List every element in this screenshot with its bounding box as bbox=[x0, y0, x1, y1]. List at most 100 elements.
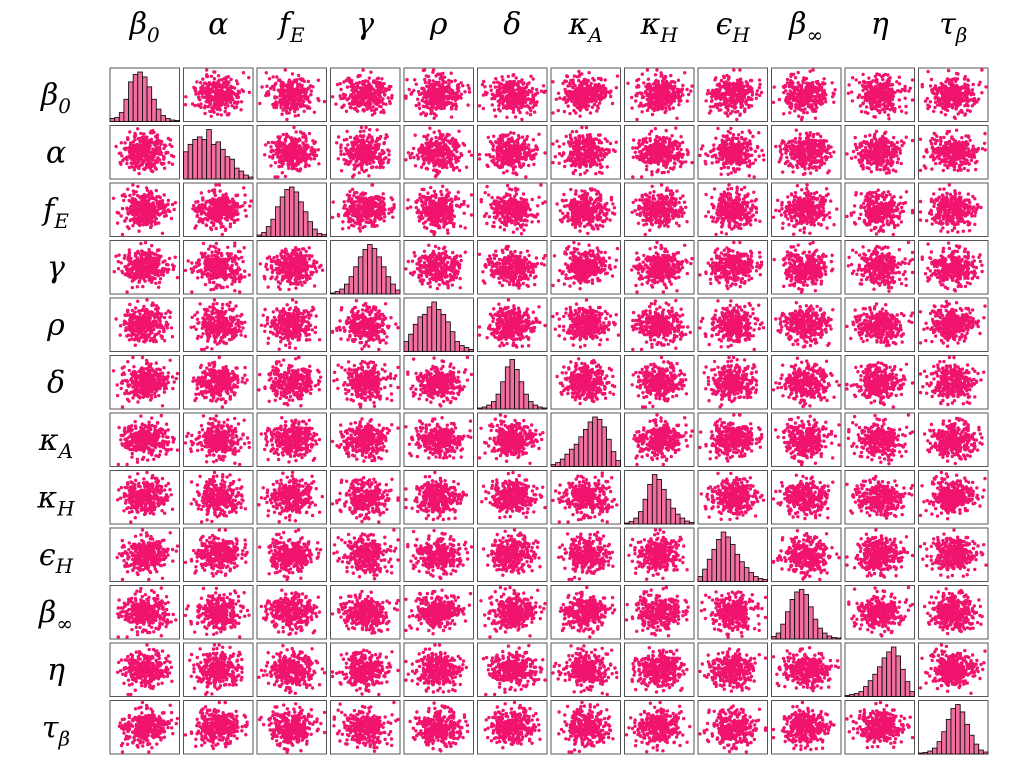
scatter-point bbox=[584, 106, 588, 110]
scatter-point bbox=[217, 88, 221, 93]
scatter-point bbox=[155, 142, 160, 146]
scatter-point bbox=[307, 153, 311, 158]
scatter-point bbox=[341, 96, 346, 101]
scatter-point bbox=[659, 71, 663, 75]
row-label-alpha: α bbox=[46, 135, 66, 170]
scatter-point bbox=[671, 106, 675, 110]
scatter-point bbox=[497, 104, 501, 108]
scatter-point bbox=[810, 87, 815, 91]
scatter-point bbox=[434, 159, 438, 164]
scatter-point bbox=[434, 98, 439, 102]
scatter-point bbox=[224, 90, 228, 94]
scatter-point bbox=[345, 137, 349, 142]
scatter-point bbox=[377, 142, 381, 147]
scatter-point bbox=[655, 68, 659, 72]
scatter-point bbox=[354, 164, 358, 169]
scatter-point bbox=[798, 97, 802, 102]
scatter-point bbox=[784, 100, 789, 104]
scatter-point bbox=[130, 157, 134, 161]
scatter-point bbox=[556, 108, 560, 113]
scatter-point bbox=[614, 86, 619, 90]
scatter-point bbox=[213, 101, 217, 105]
scatter-point bbox=[867, 95, 871, 99]
scatter-point bbox=[357, 138, 361, 142]
scatter-point bbox=[802, 96, 806, 100]
scatter-point bbox=[524, 175, 528, 179]
scatter-point bbox=[591, 76, 595, 81]
scatter-point bbox=[739, 105, 743, 110]
scatter-point bbox=[314, 153, 319, 158]
scatter-point bbox=[561, 97, 565, 102]
histogram-bar bbox=[128, 81, 134, 122]
scatter-point bbox=[417, 106, 422, 111]
scatter-point bbox=[317, 162, 321, 166]
scatter-point bbox=[159, 142, 163, 146]
scatter-point bbox=[690, 84, 694, 88]
scatter-point bbox=[505, 106, 509, 111]
scatter-point bbox=[809, 91, 813, 96]
scatter-point bbox=[456, 94, 461, 98]
scatter-point bbox=[929, 77, 934, 82]
scatter-point bbox=[935, 103, 940, 107]
scatter-point bbox=[345, 159, 349, 164]
scatter-point bbox=[757, 86, 762, 90]
scatter-point bbox=[221, 93, 226, 97]
scatter-point bbox=[878, 111, 882, 115]
scatter-point bbox=[811, 68, 815, 72]
scatter-point bbox=[461, 84, 465, 88]
scatter-point bbox=[416, 97, 420, 101]
scatter-point bbox=[283, 93, 287, 97]
scatter-point bbox=[144, 151, 148, 155]
scatter-point bbox=[205, 74, 210, 79]
scatter-point bbox=[657, 83, 661, 87]
row-label-betaInf: β∞ bbox=[38, 595, 73, 635]
scatter-point bbox=[820, 99, 824, 104]
scatter-point bbox=[144, 157, 148, 162]
scatter-point bbox=[447, 151, 451, 155]
histogram-bar bbox=[165, 118, 171, 122]
scatter-point bbox=[370, 139, 375, 144]
panel-beta0-betaInf bbox=[771, 67, 842, 122]
panel-beta0-epsilonH bbox=[697, 67, 768, 122]
scatter-point bbox=[497, 89, 502, 93]
panel-beta0-eta bbox=[844, 67, 915, 122]
scatter-point bbox=[449, 115, 454, 119]
scatter-point bbox=[503, 88, 507, 92]
scatter-point bbox=[284, 149, 288, 153]
scatter-point bbox=[294, 87, 298, 91]
scatter-point bbox=[791, 97, 795, 101]
scatter-point bbox=[531, 77, 535, 81]
scatter-point bbox=[427, 161, 431, 165]
scatter-point bbox=[212, 110, 216, 114]
scatter-point bbox=[194, 89, 198, 94]
scatter-point bbox=[155, 139, 159, 143]
histogram-bar bbox=[132, 74, 139, 122]
scatter-point bbox=[801, 108, 805, 113]
scatter-point bbox=[980, 91, 984, 95]
scatter-point bbox=[375, 128, 379, 132]
column-label-fE: fE bbox=[277, 7, 305, 47]
scatter-point bbox=[434, 135, 438, 140]
scatter-point bbox=[966, 83, 970, 88]
scatter-point bbox=[358, 86, 363, 90]
scatter-point bbox=[889, 83, 894, 87]
scatter-point bbox=[336, 135, 341, 139]
scatter-point bbox=[348, 161, 352, 165]
scatter-point bbox=[669, 86, 673, 90]
scatter-point bbox=[675, 116, 679, 121]
row-label-kappaH: κH bbox=[36, 480, 75, 520]
scatter-point bbox=[424, 94, 428, 99]
scatter-point bbox=[151, 147, 155, 151]
scatter-point bbox=[406, 151, 411, 155]
scatter-point bbox=[431, 88, 435, 92]
scatter-point bbox=[859, 109, 864, 114]
scatter-point bbox=[877, 83, 881, 87]
scatter-point bbox=[534, 92, 538, 96]
scatter-point bbox=[371, 105, 375, 109]
scatter-point bbox=[198, 90, 202, 95]
scatter-point bbox=[375, 146, 379, 150]
scatter-point bbox=[923, 99, 928, 103]
scatter-point bbox=[379, 110, 383, 114]
scatter-point bbox=[206, 82, 211, 86]
scatter-point bbox=[378, 81, 382, 85]
